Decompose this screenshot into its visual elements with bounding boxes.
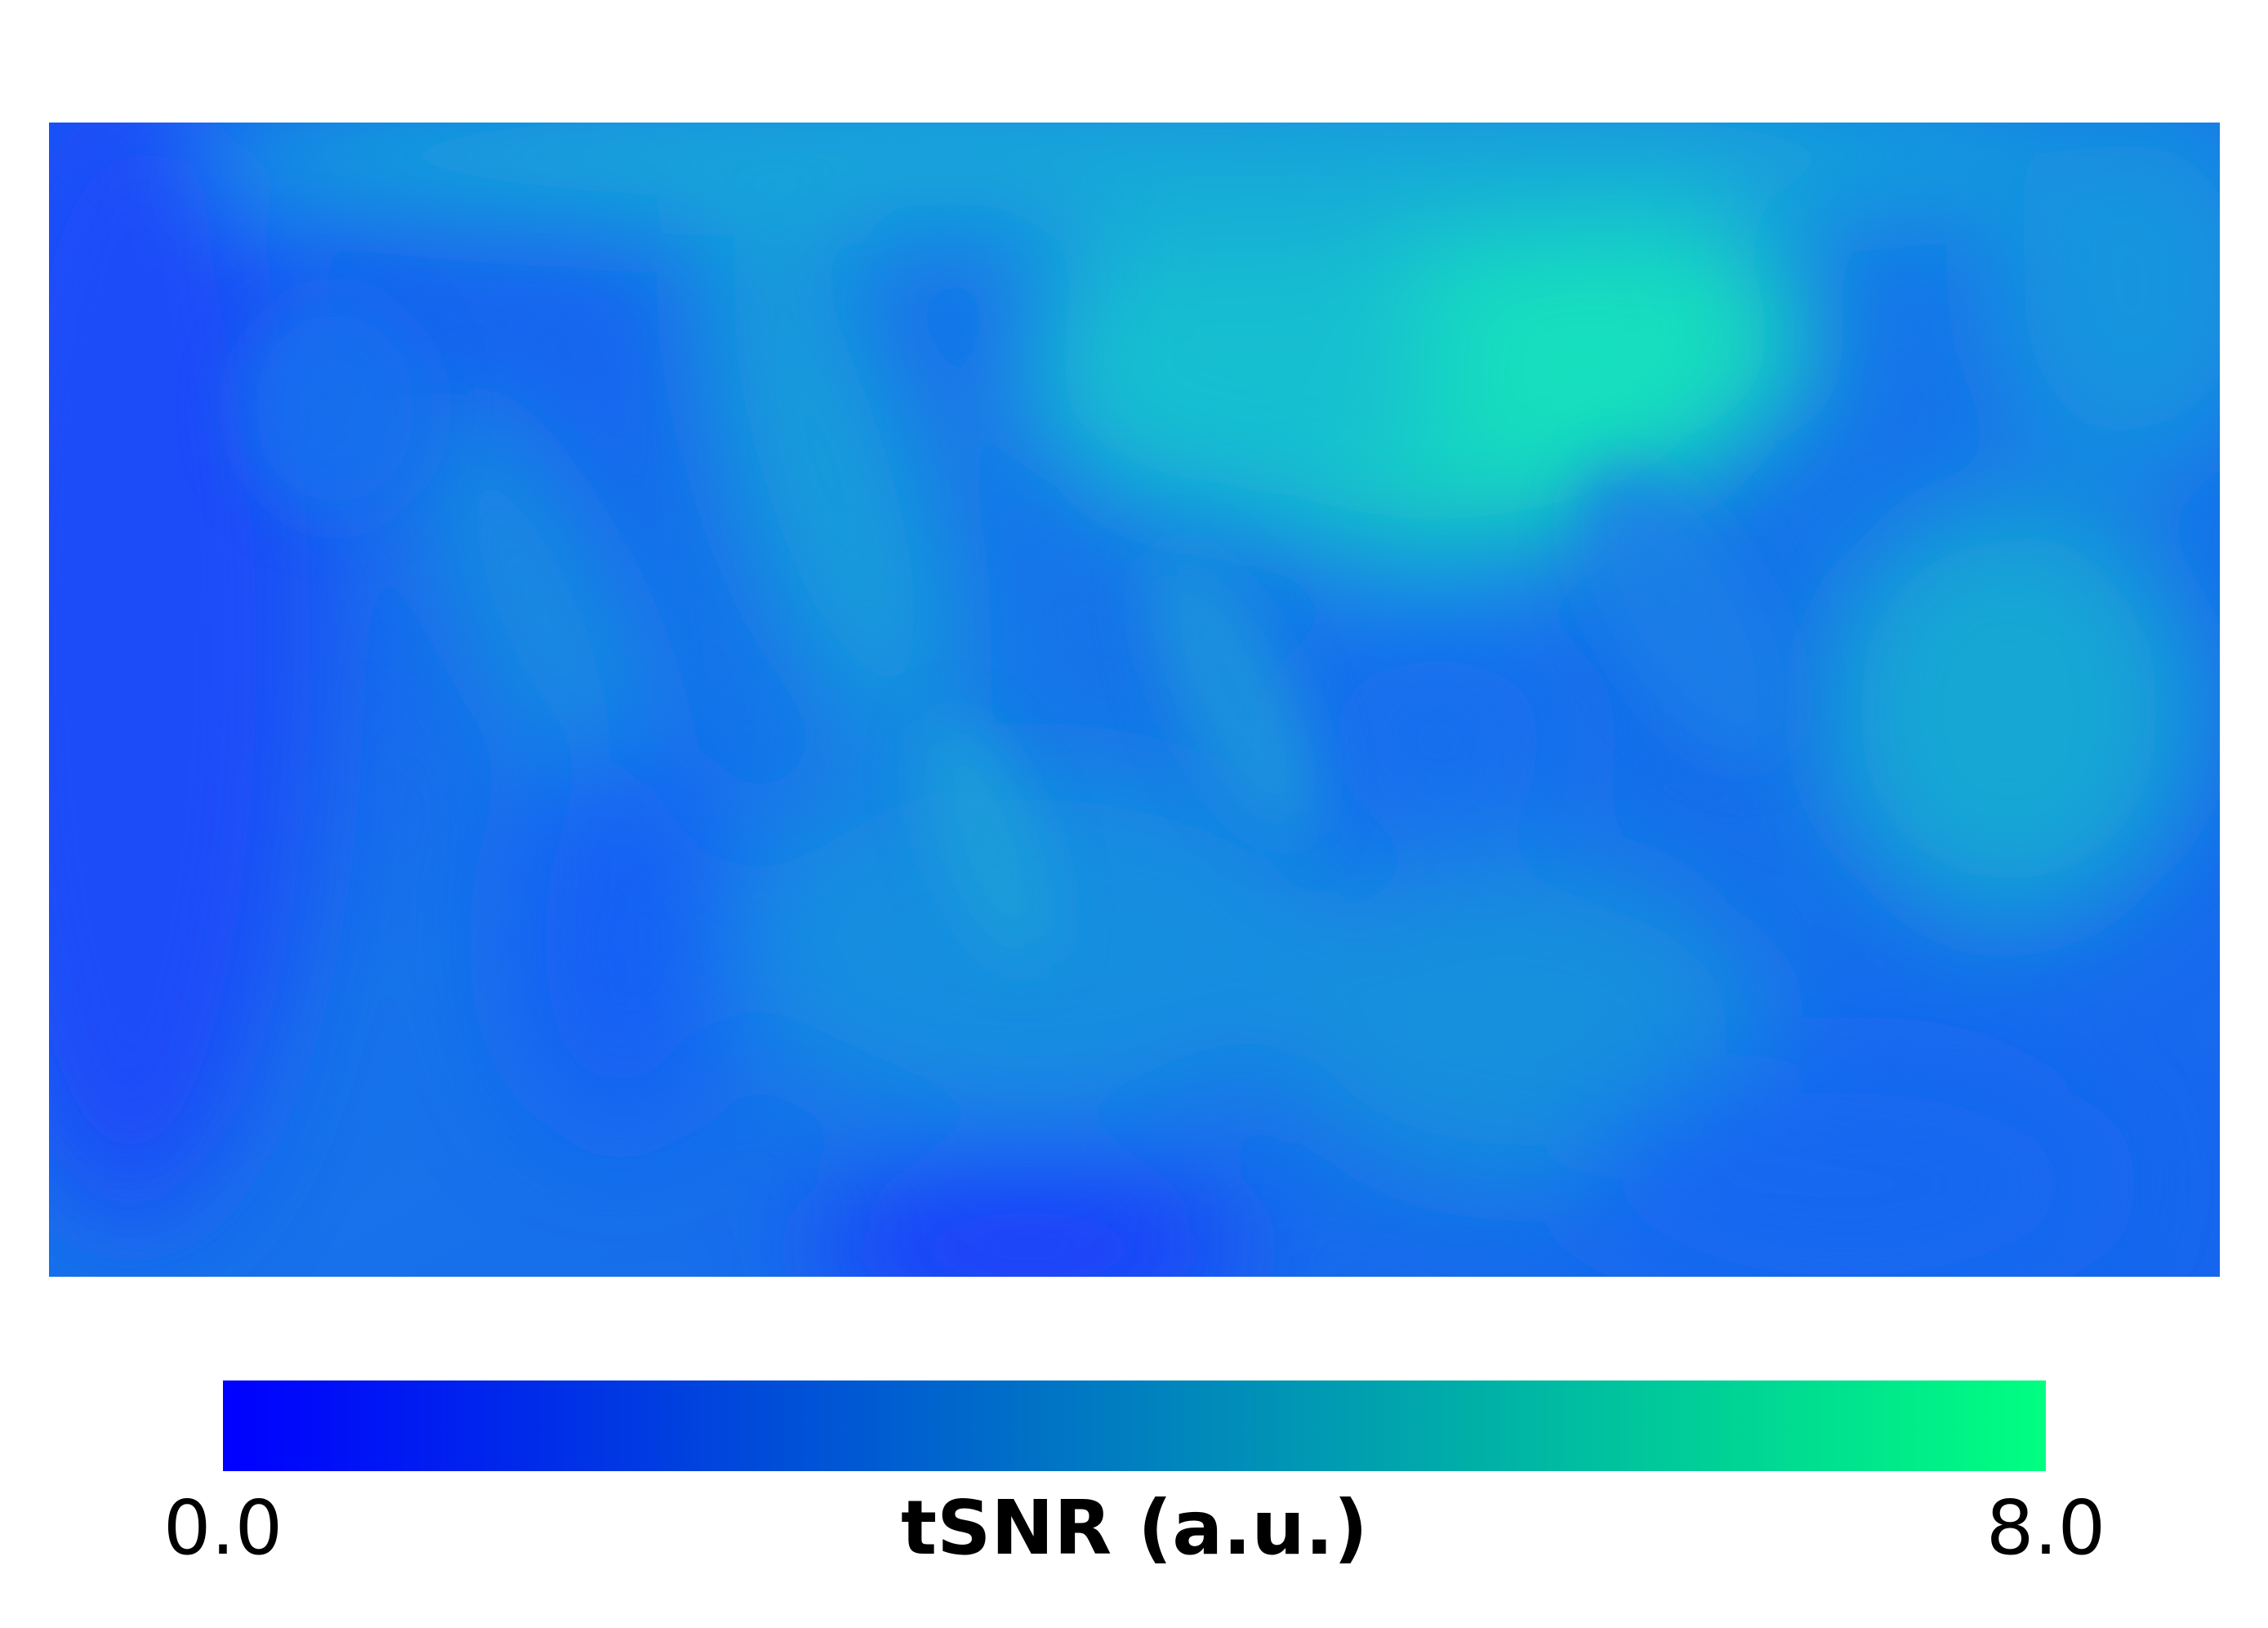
colorbar-min-label: 0.0 [163, 1484, 283, 1572]
tsnr-heatmap-image [49, 123, 2220, 1277]
colorbar-max-label: 8.0 [1985, 1484, 2106, 1572]
colorbar [223, 1380, 2046, 1471]
tsnr-heatmap [49, 123, 2220, 1277]
colorbar-title: tSNR (a.u.) [901, 1484, 1368, 1572]
colorbar-gradient [223, 1380, 2046, 1471]
